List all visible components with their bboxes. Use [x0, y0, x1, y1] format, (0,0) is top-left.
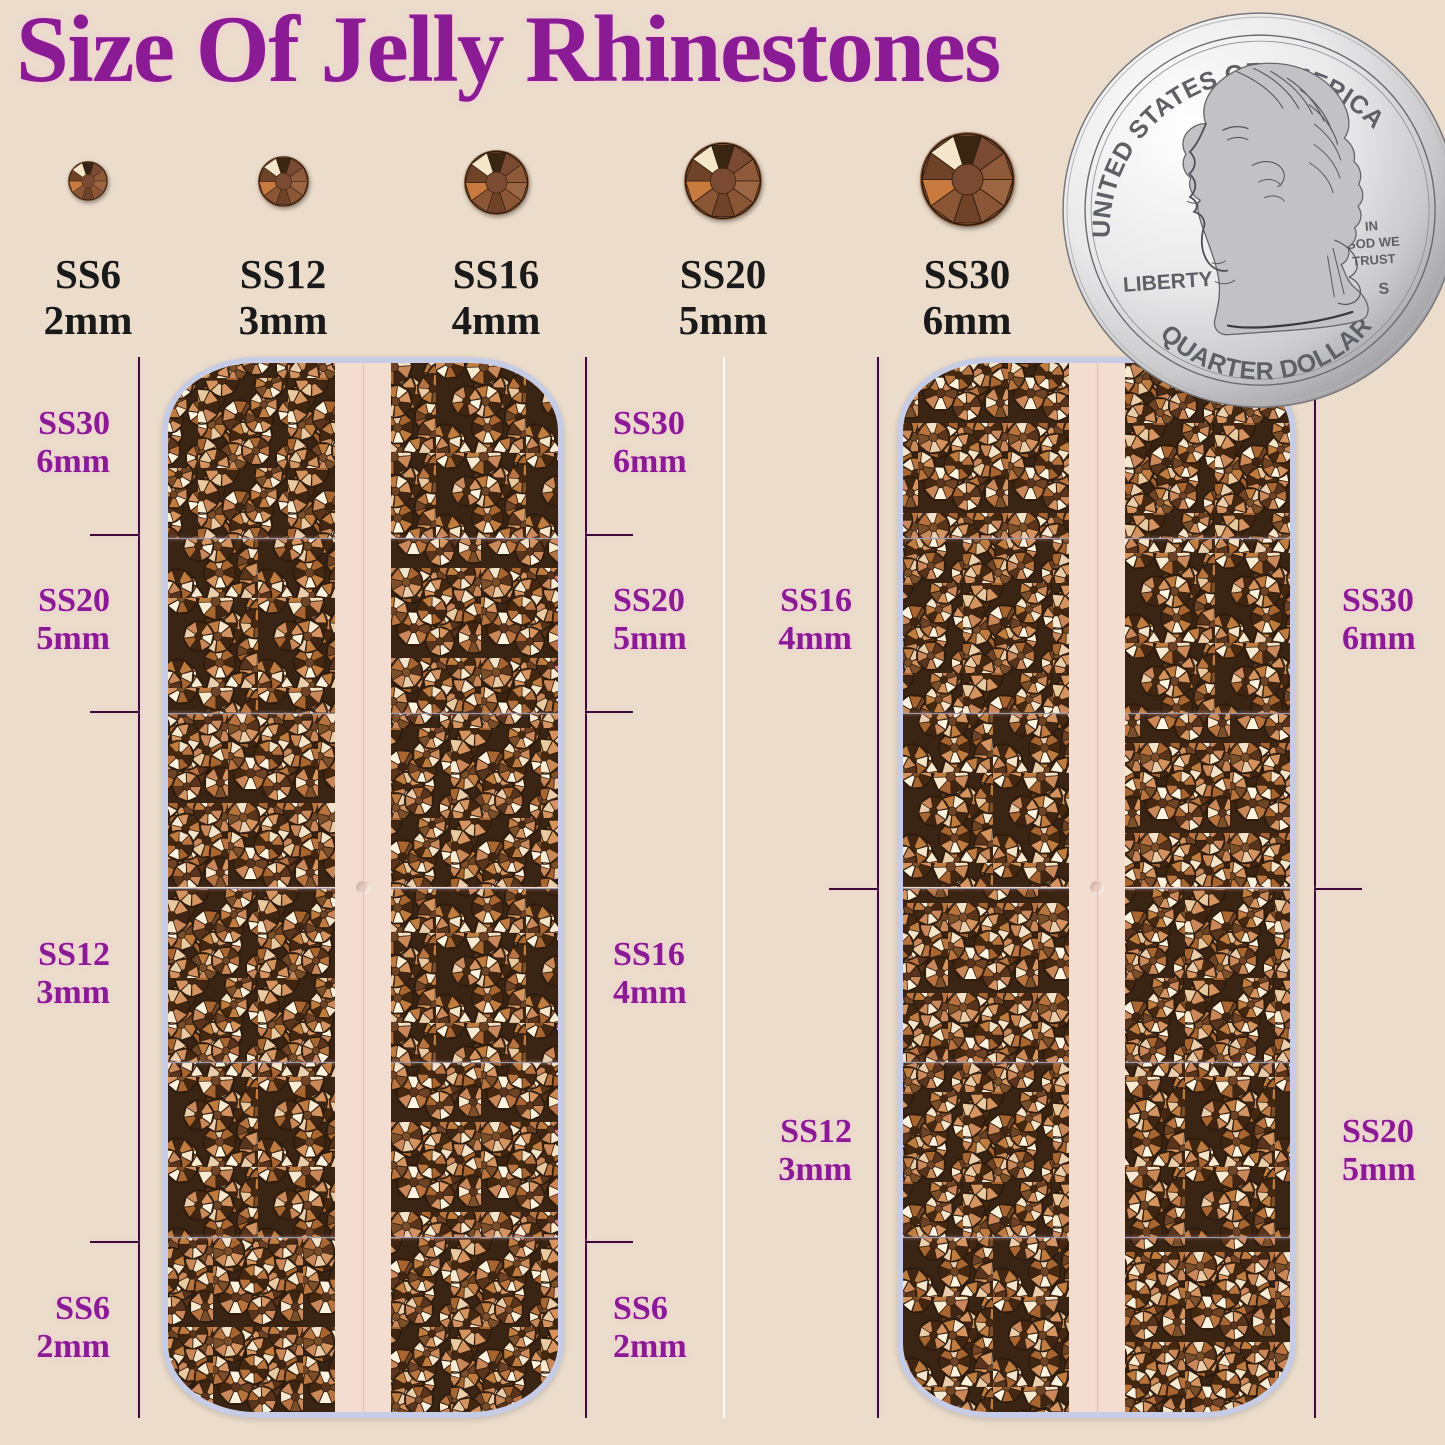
svg-text:S: S [1378, 280, 1390, 298]
svg-text:IN: IN [1364, 218, 1378, 234]
svg-text:TRUST: TRUST [1352, 251, 1396, 269]
